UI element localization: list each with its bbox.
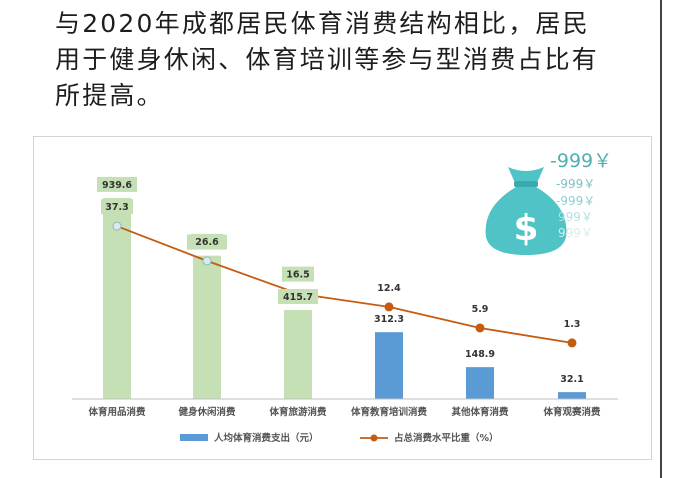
line-point-5 [567, 338, 577, 348]
legend-label-line: 占总消费水平比重（%） [394, 432, 499, 444]
heading-line-2: 用于健身休闲、体育培训等参与型消费占比有 [55, 45, 600, 74]
bar-value-label-3: 312.3 [374, 314, 404, 325]
share-line [116, 225, 573, 344]
bar-5 [558, 392, 586, 399]
heading-line-3: 所提高。 [55, 81, 164, 110]
legend-swatch-marker [370, 434, 378, 442]
bar-value-label-5: 32.1 [560, 374, 583, 385]
bar-value-label-0: 939.6 [102, 180, 132, 191]
line-value-label-3: 12.4 [377, 283, 401, 294]
price-tag-small-3: 999￥ [558, 210, 593, 224]
bar-2 [284, 310, 312, 399]
bar-label-box-0 [97, 176, 137, 192]
bar-label-box-2 [278, 289, 318, 305]
price-tag-small-2: -999￥ [556, 194, 595, 208]
chart-panel: $ -999￥ -999￥ -999￥ 999￥ 999￥ 939.6670.0… [33, 136, 652, 460]
right-edge-rule [660, 0, 662, 478]
page-heading: 与2020年成都居民体育消费结构相比，居民 用于健身休闲、体育培训等参与型消费占… [55, 6, 655, 114]
consumption-chart: $ -999￥ -999￥ -999￥ 999￥ 999￥ 939.6670.0… [72, 150, 618, 444]
line-value-label-0: 37.3 [105, 202, 128, 213]
bar-0 [103, 197, 131, 399]
line-value-label-2: 16.5 [286, 270, 309, 281]
line-label-box-2 [282, 266, 314, 282]
x-tick-label-1: 健身休闲消费 [178, 406, 236, 418]
bar-4 [466, 367, 494, 399]
money-bag-dollar-icon: $ [485, 167, 567, 255]
x-tick-label-3: 体育教育培训消费 [351, 406, 428, 418]
line-point-3 [384, 302, 394, 312]
line-value-label-1: 26.6 [195, 237, 219, 248]
bar-1 [193, 255, 221, 399]
price-tag-small-1: -999￥ [556, 177, 595, 191]
svg-text:$: $ [513, 208, 538, 249]
bar-value-label-2: 415.7 [283, 292, 313, 303]
legend-label-bar: 人均体育消费支出（元） [214, 432, 319, 444]
x-tick-label-5: 体育观赛消费 [543, 406, 601, 418]
legend-swatch-bar [180, 434, 208, 441]
bar-3 [375, 332, 403, 399]
x-tick-label-0: 体育用品消费 [88, 406, 146, 418]
line-point-0 [112, 221, 122, 231]
price-tag-main: -999￥ [550, 150, 612, 172]
heading-line-1: 与2020年成都居民体育消费结构相比，居民 [55, 9, 590, 38]
x-tick-label-2: 体育旅游消费 [269, 406, 327, 418]
line-label-box-0 [101, 199, 133, 215]
line-point-1 [202, 256, 212, 266]
line-point-4 [475, 323, 485, 333]
bar-value-label-4: 148.9 [465, 349, 495, 360]
price-tag-small-4: 999￥ [558, 226, 593, 240]
line-value-label-5: 1.3 [564, 319, 581, 330]
line-value-label-4: 5.9 [472, 304, 489, 315]
x-tick-label-4: 其他体育消费 [451, 406, 509, 418]
line-label-box-1 [191, 233, 223, 249]
